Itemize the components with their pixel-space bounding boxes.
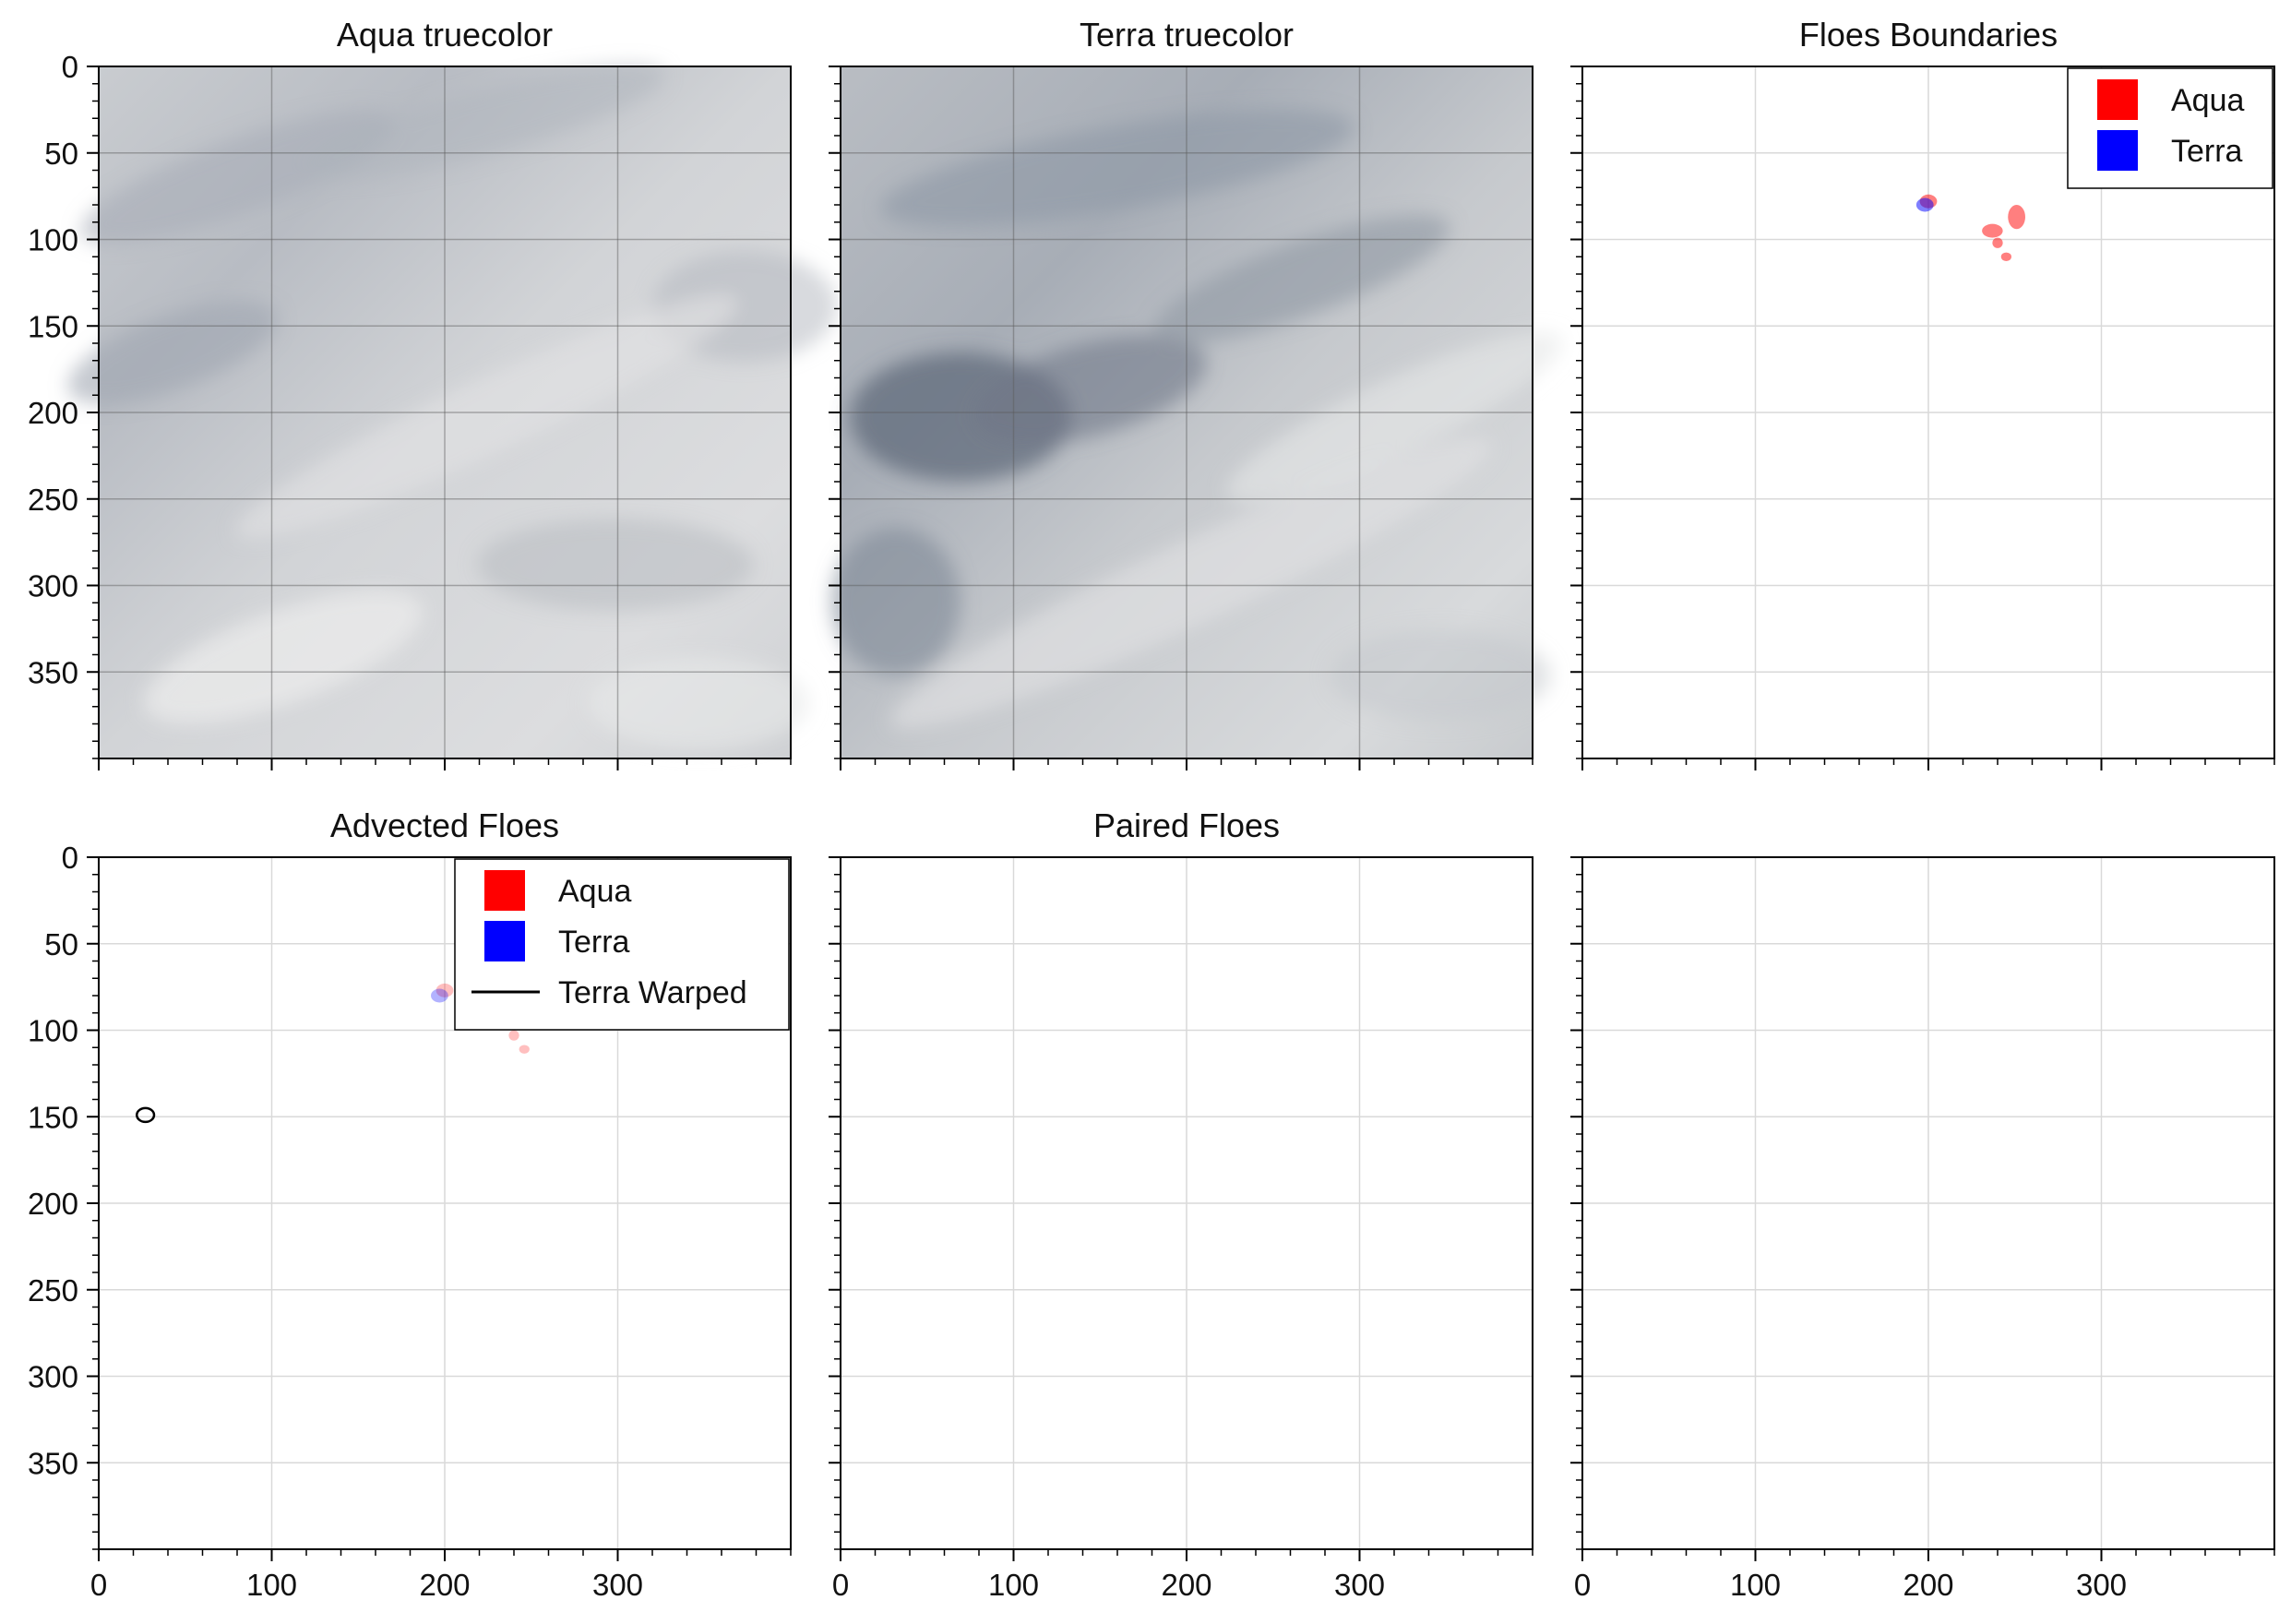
legend-label: Terra (2171, 134, 2243, 169)
floe-aqua (1982, 223, 2003, 238)
panel-terra-truecolor (831, 66, 1563, 758)
y-tick-label: 0 (62, 50, 78, 84)
y-tick-label: 350 (28, 655, 78, 689)
floe-terra (431, 988, 448, 1003)
x-tick-label: 100 (988, 1568, 1039, 1602)
panel-title: Aqua truecolor (337, 16, 553, 54)
y-tick-label: 100 (28, 223, 78, 257)
y-tick-label: 300 (28, 569, 78, 603)
chart-paired-floes: 0 100 200 300 Paired Floes (829, 806, 1533, 1602)
chart-empty-panel: 0 100 200 300 (1570, 856, 2275, 1602)
legend: Aqua Terra Terra Warped (454, 858, 790, 1031)
floe-aqua (519, 1045, 530, 1054)
floe-aqua (2008, 205, 2025, 230)
floe-aqua (2000, 252, 2011, 261)
y-tick-label: 250 (28, 1273, 78, 1308)
panel-title: Floes Boundaries (1799, 16, 2058, 54)
panel-title: Advected Floes (330, 806, 559, 844)
floe-aqua (436, 983, 454, 997)
y-tick-label: 300 (28, 1360, 78, 1394)
panel-title: Terra truecolor (1080, 16, 1294, 54)
floe-terra (1915, 197, 1934, 212)
x-tick-label: 300 (592, 1568, 643, 1602)
x-tick-label: 300 (2076, 1568, 2127, 1602)
legend-label: Aqua (2171, 83, 2244, 118)
y-tick-label: 200 (28, 396, 78, 430)
y-tick-label: 200 (28, 1187, 78, 1221)
cloud-texture (831, 109, 1563, 729)
floe-aqua (508, 1030, 519, 1041)
floe-aqua (1992, 237, 2003, 248)
legend-swatch-aqua (2097, 79, 2138, 120)
cloud-texture (67, 65, 837, 749)
panel-title: Paired Floes (1093, 806, 1280, 844)
y-tick-label: 350 (28, 1446, 78, 1480)
panel-aqua-truecolor (67, 65, 837, 758)
x-tick-label: 0 (1574, 1568, 1591, 1602)
legend-swatch-aqua (484, 870, 525, 911)
y-tick-label: 250 (28, 483, 78, 517)
chart-advected-floes: 0 100 200 300 0 50 100 150 200 250 300 350 Advected … (28, 806, 792, 1602)
legend-swatch-terra (484, 921, 525, 961)
x-tick-label: 0 (832, 1568, 849, 1602)
legend-label: Aqua (558, 874, 631, 909)
x-tick-label: 100 (246, 1568, 297, 1602)
legend-swatch-terra (2097, 130, 2138, 171)
x-tick-label: 300 (1334, 1568, 1385, 1602)
chart-floes-boundaries: Floes Boundaries Aqua Terra (1570, 16, 2275, 770)
y-tick-label: 150 (28, 1100, 78, 1134)
chart-aqua-truecolor: 0 50 100 150 200 250 300 350 Aqua truecolor (28, 16, 792, 770)
y-tick-label: 150 (28, 309, 78, 343)
y-tick-label: 50 (44, 137, 78, 171)
x-tick-label: 0 (90, 1568, 107, 1602)
legend-label: Terra (558, 925, 630, 960)
x-tick-label: 200 (1161, 1568, 1211, 1602)
x-tick-label: 100 (1730, 1568, 1781, 1602)
x-tick-label: 200 (1903, 1568, 1953, 1602)
y-tick-label: 50 (44, 927, 78, 961)
floe-terra-warped-outline (136, 1106, 156, 1124)
x-tick-label: 200 (419, 1568, 470, 1602)
y-tick-label: 100 (28, 1014, 78, 1048)
legend-label: Terra Warped (558, 975, 747, 1010)
legend: Aqua Terra (2067, 67, 2273, 189)
chart-terra-truecolor: Terra truecolor (829, 16, 1533, 770)
y-tick-label: 0 (62, 841, 78, 875)
